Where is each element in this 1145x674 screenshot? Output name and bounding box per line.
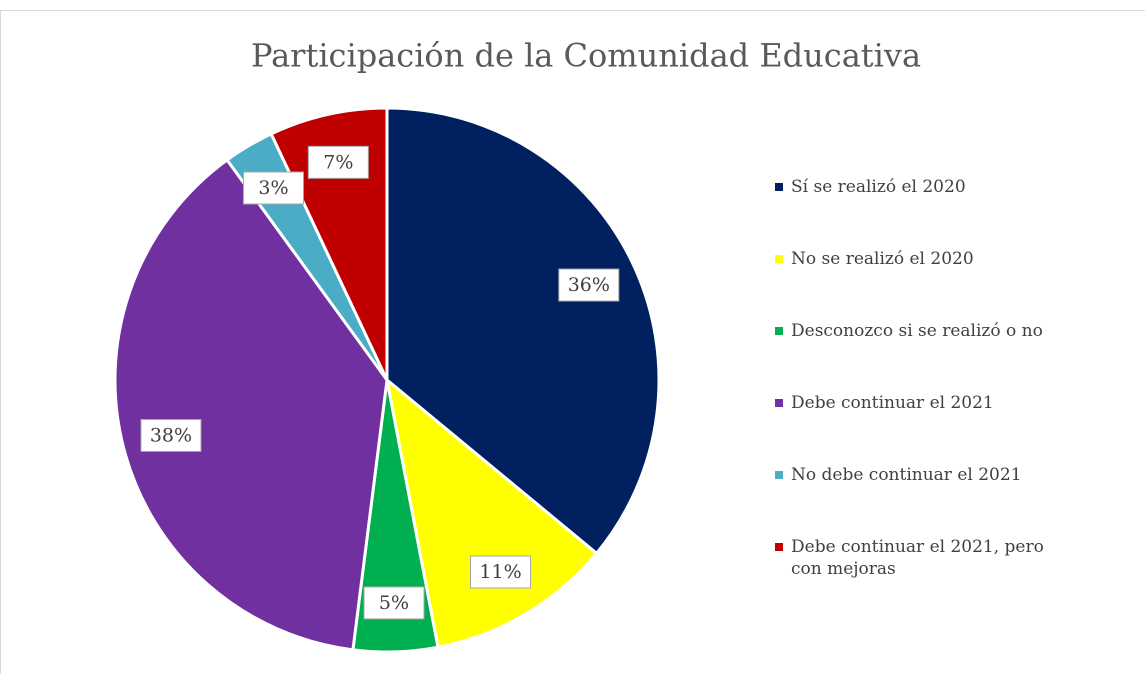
- legend-label: No debe continuar el 2021: [791, 465, 1022, 485]
- data-label-box: [558, 268, 620, 302]
- data-label-box: [363, 586, 425, 620]
- legend-label: Sí se realizó el 2020: [791, 177, 966, 197]
- legend-item: No debe continuar el 2021: [775, 464, 1075, 486]
- legend-label: Debe continuar el 2021, pero con mejoras: [791, 537, 1044, 579]
- legend-item: Sí se realizó el 2020: [775, 176, 1075, 198]
- data-label: 7%: [307, 145, 369, 179]
- data-label-text: 11%: [479, 561, 521, 583]
- data-label: 38%: [140, 418, 202, 452]
- data-label: 11%: [470, 555, 532, 589]
- legend-label: Desconozco si se realizó o no: [791, 321, 1043, 341]
- data-label-box: [242, 171, 304, 205]
- legend-swatch: [775, 327, 783, 335]
- data-label: 36%: [558, 268, 620, 302]
- legend-swatch: [775, 255, 783, 263]
- data-label-text: 7%: [323, 151, 353, 173]
- pie-slice: [385, 106, 661, 556]
- data-label-text: 5%: [379, 592, 409, 614]
- legend-swatch: [775, 399, 783, 407]
- legend-item: Desconozco si se realizó o no: [775, 320, 1075, 342]
- chart-title: Participación de la Comunidad Educativa: [251, 37, 921, 75]
- data-label-text: 3%: [258, 177, 288, 199]
- pie-slice: [384, 376, 599, 649]
- legend-swatch: [775, 471, 783, 479]
- data-label-box: [307, 145, 369, 179]
- data-label: 5%: [363, 586, 425, 620]
- data-label-text: 38%: [150, 424, 192, 446]
- legend-item: No se realizó el 2020: [775, 248, 1075, 270]
- legend-item: Debe continuar el 2021, pero con mejoras: [775, 536, 1075, 580]
- data-label-box: [140, 418, 202, 452]
- data-label-box: [470, 555, 532, 589]
- data-label-text: 36%: [568, 274, 610, 296]
- pie-slice: [113, 157, 389, 652]
- data-label: 3%: [242, 171, 304, 205]
- legend-label: No se realizó el 2020: [791, 249, 974, 269]
- legend-swatch: [775, 183, 783, 191]
- legend-item: Debe continuar el 2021: [775, 392, 1075, 414]
- legend-swatch: [775, 543, 783, 551]
- legend-label: Debe continuar el 2021: [791, 393, 994, 413]
